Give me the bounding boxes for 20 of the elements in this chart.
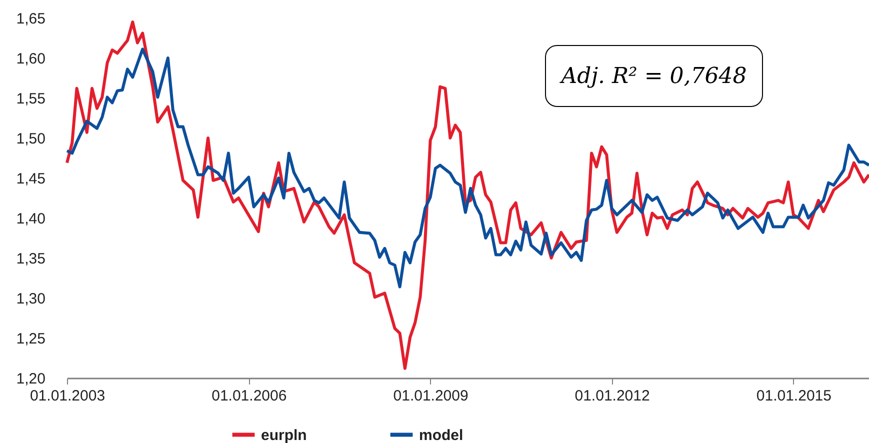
y-tick-label: 1,20 bbox=[16, 370, 46, 388]
line-series bbox=[66, 48, 869, 288]
legend-label: model bbox=[419, 426, 464, 443]
y-tick-label: 1,35 bbox=[16, 250, 46, 268]
x-tick-label: 01.01.2003 bbox=[30, 388, 106, 404]
legend-label: eurpln bbox=[261, 426, 307, 443]
y-tick-label: 1,30 bbox=[16, 290, 46, 308]
annotation: Adj. R² = 0,7648 bbox=[545, 45, 763, 107]
y-tick-label: 1,40 bbox=[16, 210, 46, 228]
x-tick-label: 01.01.2015 bbox=[756, 388, 832, 404]
x-tick-label: 01.01.2006 bbox=[212, 388, 287, 404]
y-tick-label: 1,25 bbox=[16, 330, 46, 348]
line-series bbox=[66, 20, 869, 370]
y-tick-label: 1,60 bbox=[16, 50, 46, 68]
y-tick-label: 1,50 bbox=[16, 130, 46, 148]
x-tick-label: 01.01.2009 bbox=[393, 388, 468, 404]
y-tick-label: 1,55 bbox=[16, 90, 46, 108]
y-tick-label: 1,45 bbox=[16, 170, 46, 188]
y-tick-label: 1,65 bbox=[16, 10, 46, 28]
x-tick-label: 01.01.2012 bbox=[574, 388, 650, 404]
